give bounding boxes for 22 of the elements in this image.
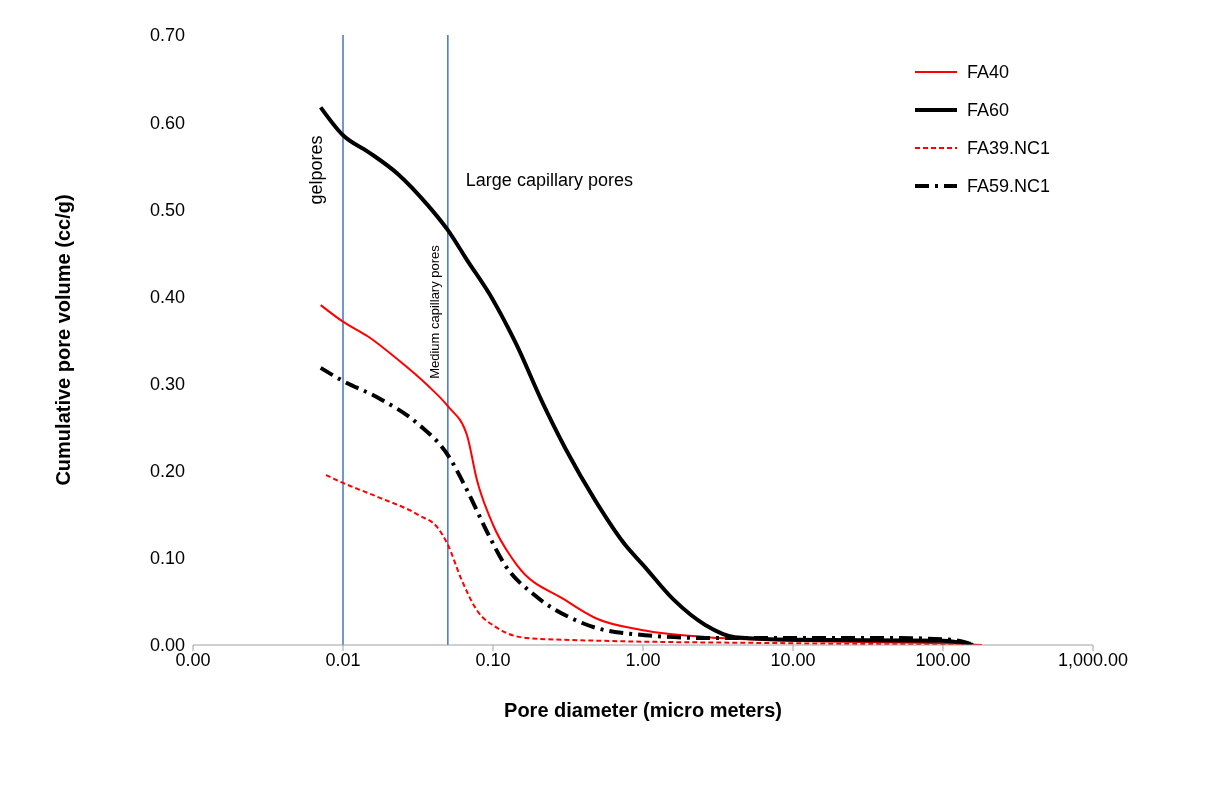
legend-label: FA39.NC1 (967, 137, 1051, 159)
y-tick-label: 0.60 (149, 112, 185, 133)
y-axis-title: Cumulative pore volume (cc/g) (52, 194, 75, 486)
annotation: gelpores (305, 135, 327, 205)
x-tick-label: 1,000.00 (1057, 649, 1129, 670)
y-tick-label: 0.50 (149, 199, 185, 220)
x-tick-label: 0.10 (475, 649, 511, 670)
y-tick-label: 0.30 (149, 373, 185, 394)
legend-label: FA59.NC1 (967, 175, 1051, 197)
y-tick-label: 0.70 (149, 25, 185, 46)
x-axis-title: Pore diameter (micro meters) (504, 699, 782, 721)
x-tick-label: 1.00 (625, 649, 661, 670)
annotation: Large capillary pores (465, 169, 633, 191)
x-tick-label: 100.00 (915, 649, 971, 670)
x-tick-label: 10.00 (770, 649, 816, 670)
x-tick-label: 0.01 (325, 649, 361, 670)
legend-label: FA40 (967, 61, 1010, 83)
y-tick-label: 0.10 (149, 548, 185, 569)
legend-label: FA60 (967, 99, 1010, 121)
annotation: Medium capillary pores (426, 245, 442, 379)
y-tick-label: 0.20 (149, 461, 185, 482)
y-tick-label: 0.40 (149, 286, 185, 307)
